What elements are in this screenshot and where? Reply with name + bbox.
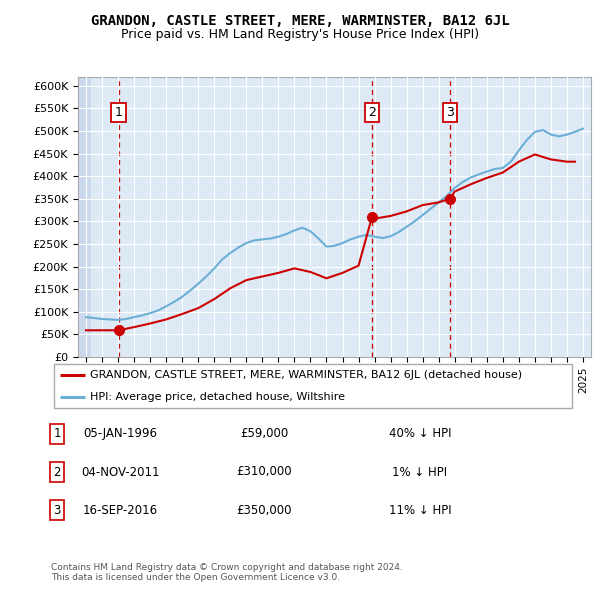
Text: 1% ↓ HPI: 1% ↓ HPI bbox=[392, 466, 448, 478]
Text: £310,000: £310,000 bbox=[236, 466, 292, 478]
Text: 04-NOV-2011: 04-NOV-2011 bbox=[81, 466, 159, 478]
Text: Contains HM Land Registry data © Crown copyright and database right 2024.
This d: Contains HM Land Registry data © Crown c… bbox=[51, 563, 403, 582]
Text: 1: 1 bbox=[115, 106, 122, 119]
Bar bbox=[78, 77, 91, 357]
Text: 2: 2 bbox=[368, 106, 376, 119]
Text: GRANDON, CASTLE STREET, MERE, WARMINSTER, BA12 6JL (detached house): GRANDON, CASTLE STREET, MERE, WARMINSTER… bbox=[91, 370, 523, 380]
Text: 1: 1 bbox=[53, 427, 61, 440]
Text: GRANDON, CASTLE STREET, MERE, WARMINSTER, BA12 6JL: GRANDON, CASTLE STREET, MERE, WARMINSTER… bbox=[91, 14, 509, 28]
Text: 11% ↓ HPI: 11% ↓ HPI bbox=[389, 504, 451, 517]
Text: Price paid vs. HM Land Registry's House Price Index (HPI): Price paid vs. HM Land Registry's House … bbox=[121, 28, 479, 41]
Text: 3: 3 bbox=[446, 106, 454, 119]
Text: 3: 3 bbox=[53, 504, 61, 517]
Text: 2: 2 bbox=[53, 466, 61, 478]
Text: HPI: Average price, detached house, Wiltshire: HPI: Average price, detached house, Wilt… bbox=[91, 392, 346, 402]
Text: 16-SEP-2016: 16-SEP-2016 bbox=[82, 504, 158, 517]
Text: £350,000: £350,000 bbox=[236, 504, 292, 517]
Text: £59,000: £59,000 bbox=[240, 427, 288, 440]
Text: 40% ↓ HPI: 40% ↓ HPI bbox=[389, 427, 451, 440]
Text: 05-JAN-1996: 05-JAN-1996 bbox=[83, 427, 157, 440]
FancyBboxPatch shape bbox=[53, 364, 572, 408]
